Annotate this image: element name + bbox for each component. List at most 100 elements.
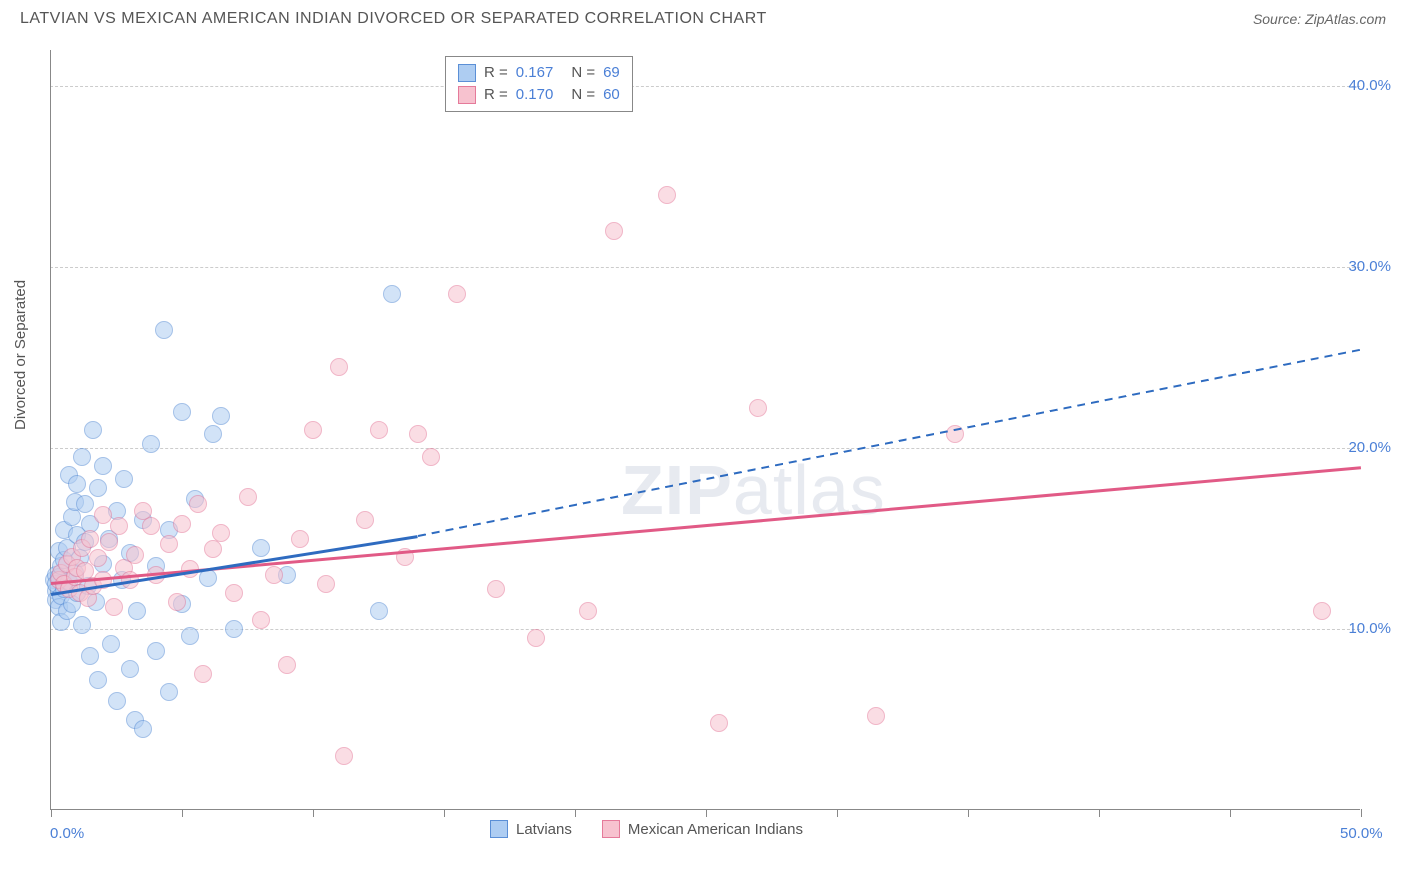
legend-swatch xyxy=(458,86,476,104)
scatter-point xyxy=(212,524,230,542)
scatter-point xyxy=(225,620,243,638)
watermark-zip: ZIP xyxy=(621,451,733,529)
x-tick xyxy=(444,809,445,817)
legend-swatch xyxy=(458,64,476,82)
scatter-point xyxy=(189,495,207,513)
scatter-point xyxy=(278,656,296,674)
x-tick xyxy=(968,809,969,817)
legend-series: Latvians Mexican American Indians xyxy=(490,820,803,838)
scatter-point xyxy=(173,515,191,533)
scatter-point xyxy=(204,425,222,443)
scatter-point xyxy=(330,358,348,376)
legend-r-value: 0.167 xyxy=(516,62,554,84)
scatter-point xyxy=(181,627,199,645)
scatter-point xyxy=(142,435,160,453)
x-tick xyxy=(313,809,314,817)
scatter-point xyxy=(105,598,123,616)
x-tick xyxy=(51,809,52,817)
scatter-point xyxy=(1313,602,1331,620)
scatter-point xyxy=(212,407,230,425)
x-tick xyxy=(837,809,838,817)
scatter-point xyxy=(160,683,178,701)
legend-r-value: 0.170 xyxy=(516,84,554,106)
scatter-point xyxy=(867,707,885,725)
scatter-point xyxy=(579,602,597,620)
scatter-point xyxy=(142,517,160,535)
scatter-chart: ZIPatlas xyxy=(50,50,1360,810)
scatter-point xyxy=(605,222,623,240)
scatter-point xyxy=(89,549,107,567)
scatter-point xyxy=(204,540,222,558)
legend-n-value: 69 xyxy=(603,62,620,84)
scatter-point xyxy=(199,569,217,587)
scatter-point xyxy=(121,660,139,678)
legend-n-label: N = xyxy=(571,84,595,106)
scatter-point xyxy=(710,714,728,732)
scatter-point xyxy=(108,692,126,710)
scatter-point xyxy=(84,421,102,439)
legend-r-label: R = xyxy=(484,84,508,106)
x-tick xyxy=(182,809,183,817)
legend-swatch xyxy=(602,820,620,838)
scatter-point xyxy=(81,530,99,548)
scatter-point xyxy=(383,285,401,303)
y-tick-label: 10.0% xyxy=(1348,620,1391,637)
scatter-point xyxy=(147,642,165,660)
scatter-point xyxy=(100,533,118,551)
legend-n-value: 60 xyxy=(603,84,620,106)
legend-series-item: Mexican American Indians xyxy=(602,820,803,838)
legend-series-label: Mexican American Indians xyxy=(628,821,803,838)
scatter-point xyxy=(335,747,353,765)
source-label: Source: xyxy=(1253,11,1305,27)
legend-series-item: Latvians xyxy=(490,820,572,838)
scatter-point xyxy=(527,629,545,647)
x-tick xyxy=(1230,809,1231,817)
scatter-point xyxy=(68,475,86,493)
scatter-point xyxy=(194,665,212,683)
legend-series-label: Latvians xyxy=(516,821,572,838)
scatter-point xyxy=(252,611,270,629)
y-tick-label: 20.0% xyxy=(1348,439,1391,456)
y-axis-label: Divorced or Separated xyxy=(12,280,29,430)
scatter-point xyxy=(304,421,322,439)
source-name: ZipAtlas.com xyxy=(1305,11,1386,27)
scatter-point xyxy=(115,470,133,488)
legend-n-label: N = xyxy=(571,62,595,84)
scatter-point xyxy=(448,285,466,303)
scatter-point xyxy=(94,506,112,524)
scatter-point xyxy=(128,602,146,620)
scatter-point xyxy=(126,546,144,564)
scatter-point xyxy=(89,671,107,689)
scatter-point xyxy=(370,421,388,439)
x-tick-label: 50.0% xyxy=(1340,825,1383,842)
scatter-point xyxy=(89,479,107,497)
scatter-point xyxy=(94,457,112,475)
legend-correlation-row: R = 0.170 N = 60 xyxy=(458,84,620,106)
scatter-point xyxy=(291,530,309,548)
y-tick-label: 30.0% xyxy=(1348,258,1391,275)
scatter-point xyxy=(252,539,270,557)
legend-correlation-row: R = 0.167 N = 69 xyxy=(458,62,620,84)
scatter-point xyxy=(265,566,283,584)
scatter-point xyxy=(239,488,257,506)
chart-title: LATVIAN VS MEXICAN AMERICAN INDIAN DIVOR… xyxy=(20,10,767,28)
scatter-point xyxy=(160,535,178,553)
scatter-point xyxy=(356,511,374,529)
x-tick xyxy=(1099,809,1100,817)
y-tick-label: 40.0% xyxy=(1348,77,1391,94)
scatter-point xyxy=(76,495,94,513)
watermark: ZIPatlas xyxy=(621,450,886,530)
scatter-point xyxy=(155,321,173,339)
scatter-point xyxy=(225,584,243,602)
scatter-point xyxy=(409,425,427,443)
scatter-point xyxy=(173,403,191,421)
legend-r-label: R = xyxy=(484,62,508,84)
scatter-point xyxy=(749,399,767,417)
x-tick xyxy=(706,809,707,817)
trend-line xyxy=(51,466,1361,584)
scatter-point xyxy=(102,635,120,653)
scatter-point xyxy=(110,517,128,535)
chart-header: LATVIAN VS MEXICAN AMERICAN INDIAN DIVOR… xyxy=(0,0,1406,36)
legend-correlation: R = 0.167 N = 69 R = 0.170 N = 60 xyxy=(445,56,633,112)
x-tick-label: 0.0% xyxy=(50,825,84,842)
